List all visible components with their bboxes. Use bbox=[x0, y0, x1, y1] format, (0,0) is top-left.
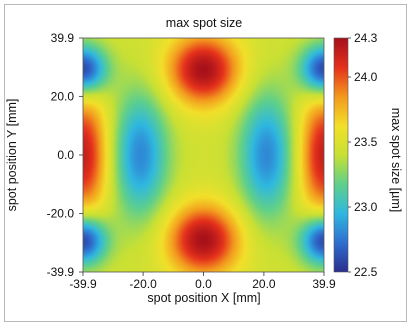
colorbar-tick-label: 22.5 bbox=[354, 265, 378, 279]
x-tick-label: -39.9 bbox=[69, 277, 97, 291]
y-tick-label: 0.0 bbox=[57, 148, 74, 162]
y-tick-label: -20.0 bbox=[47, 207, 75, 221]
x-tick-label: 20.0 bbox=[252, 277, 276, 291]
colorbar-tick-label: 24.0 bbox=[354, 70, 378, 84]
x-tick-label: 39.9 bbox=[312, 277, 336, 291]
colorbar-tick-label: 24.3 bbox=[354, 31, 378, 45]
colorbar-tick-label: 23.0 bbox=[354, 200, 378, 214]
x-tick-label: -20.0 bbox=[129, 277, 157, 291]
y-axis-ticks: 39.9 20.0 0.0 -20.0 -39.9 bbox=[47, 31, 83, 279]
chart-title: max spot size bbox=[166, 16, 242, 30]
y-tick-label: -39.9 bbox=[47, 265, 75, 279]
x-tick-label: 0.0 bbox=[195, 277, 212, 291]
colorbar-label: max spot size [µm] bbox=[389, 108, 403, 212]
heatmap-surface bbox=[83, 38, 324, 272]
colorbar-border bbox=[333, 37, 349, 273]
x-axis-ticks: -39.9 -20.0 0.0 20.0 39.9 bbox=[69, 272, 336, 291]
colorbar-ticks: 24.3 24.0 23.5 23.0 22.5 bbox=[348, 31, 378, 279]
y-tick-label: 39.9 bbox=[51, 31, 75, 45]
y-tick-label: 20.0 bbox=[51, 89, 75, 103]
y-axis-label: spot position Y [mm] bbox=[5, 99, 19, 212]
x-axis-label: spot position X [mm] bbox=[147, 291, 260, 305]
colorbar bbox=[334, 38, 348, 272]
colorbar-tick-label: 23.5 bbox=[354, 135, 378, 149]
